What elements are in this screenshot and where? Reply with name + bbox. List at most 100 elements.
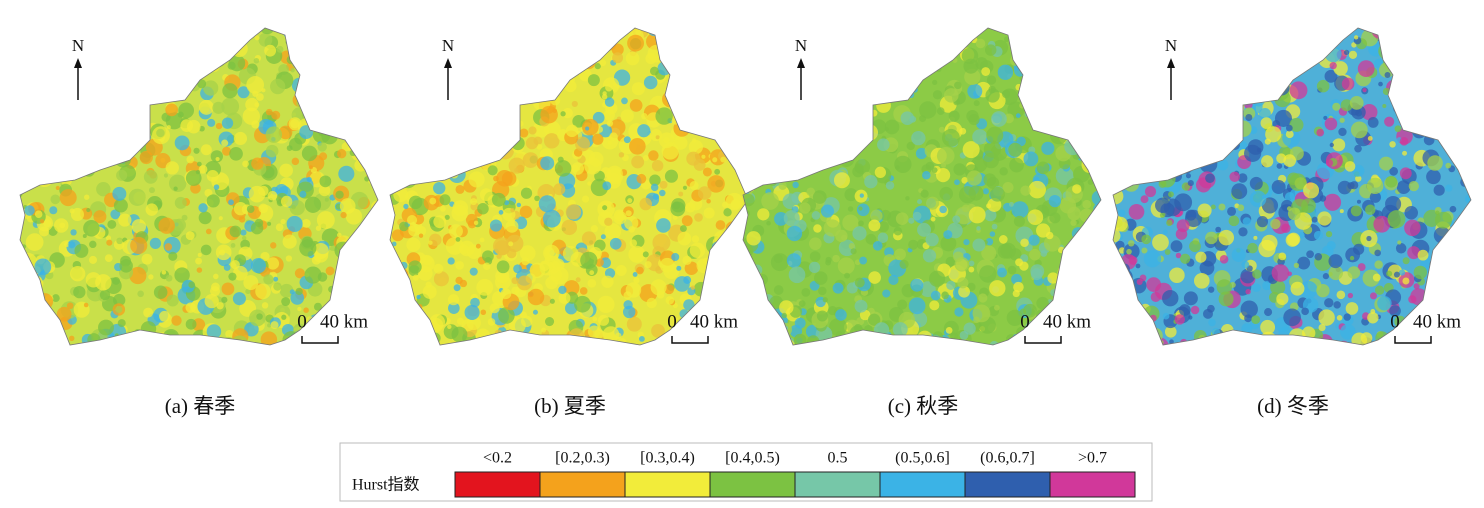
map-texture (1087, 28, 1095, 34)
map-texture (1226, 95, 1240, 109)
map-texture (129, 266, 147, 285)
map-texture (864, 83, 872, 91)
map-texture (667, 43, 681, 57)
map-texture (295, 287, 303, 296)
map-texture (1439, 334, 1455, 345)
map-texture (959, 330, 969, 340)
map-texture (427, 135, 437, 144)
map-texture (1314, 252, 1323, 261)
map-texture (719, 55, 724, 60)
map-texture (468, 171, 485, 188)
map-texture (1071, 71, 1085, 85)
map-texture (932, 90, 943, 100)
map-texture (1149, 127, 1160, 138)
map-texture (552, 335, 562, 345)
map-texture (765, 316, 783, 334)
map-texture (703, 61, 721, 78)
map-texture (200, 144, 212, 156)
map-texture (973, 100, 980, 107)
map-texture (876, 98, 891, 113)
map-texture (1043, 234, 1061, 252)
map-texture (1181, 80, 1200, 99)
map-texture (438, 133, 449, 144)
map-texture (1169, 267, 1185, 284)
map-texture (203, 339, 217, 345)
map-texture (424, 115, 436, 127)
map-texture (82, 233, 87, 239)
map-texture (1458, 46, 1466, 53)
map-texture (1191, 110, 1203, 121)
map-texture (915, 147, 928, 160)
map-texture (1082, 199, 1092, 209)
map-texture (1164, 325, 1177, 338)
map-texture (20, 294, 27, 305)
map-texture (462, 28, 481, 44)
map-texture (843, 71, 856, 84)
map-texture (1400, 94, 1414, 108)
map-texture (20, 318, 35, 337)
map-texture (956, 339, 975, 345)
map-texture (196, 267, 203, 273)
map-texture (801, 98, 811, 107)
map-texture (729, 93, 743, 107)
map-texture (932, 79, 938, 86)
map-texture (659, 180, 668, 189)
map-texture (581, 231, 597, 246)
map-texture (78, 127, 88, 138)
map-texture (1308, 341, 1314, 345)
map-texture (535, 49, 545, 59)
map-texture (145, 203, 158, 216)
map-texture (1252, 269, 1262, 279)
map-texture (1168, 132, 1185, 149)
map-texture (972, 129, 988, 145)
map-texture (455, 260, 465, 270)
map-texture (532, 30, 541, 38)
map-texture (1325, 159, 1334, 167)
map-texture (1454, 221, 1471, 239)
map-texture (1172, 144, 1182, 154)
map-texture (831, 74, 838, 80)
map-texture (321, 116, 337, 132)
map-texture (393, 112, 412, 130)
map-texture (1185, 209, 1197, 221)
map-texture (571, 100, 578, 108)
map-texture (79, 122, 90, 134)
map-texture (636, 266, 644, 275)
map-texture (1297, 256, 1311, 270)
map-panel: N0 40 km(d) 冬季 (1112, 27, 1472, 418)
map-texture (558, 338, 572, 345)
map-texture (781, 81, 791, 91)
map-texture (401, 148, 410, 156)
map-texture (1322, 273, 1330, 280)
map (1113, 28, 1471, 345)
map-texture (1318, 324, 1326, 332)
map-texture (364, 291, 378, 308)
map-texture (788, 150, 803, 165)
map-texture (983, 152, 999, 169)
map-texture (893, 58, 906, 71)
map-texture (1078, 42, 1089, 53)
north-label: N (442, 36, 454, 55)
map-texture (1441, 330, 1457, 345)
map-texture (877, 138, 890, 151)
map-texture (408, 28, 421, 37)
map-texture (506, 130, 520, 144)
map-texture (1122, 308, 1131, 316)
map-texture (250, 221, 264, 235)
map-texture (299, 82, 313, 95)
map-texture (808, 261, 821, 274)
map-texture (1015, 83, 1023, 91)
map-texture (743, 90, 754, 104)
map-texture (186, 155, 195, 164)
map-texture (1128, 35, 1138, 44)
map-texture (762, 99, 773, 111)
map-texture (638, 335, 645, 342)
map-texture (305, 96, 319, 109)
map-texture (402, 332, 418, 345)
map-texture (711, 102, 721, 112)
map-texture (1293, 262, 1300, 269)
map-texture (392, 266, 409, 284)
map-texture (936, 42, 952, 59)
map-texture (140, 321, 157, 337)
map-texture (1236, 28, 1246, 32)
